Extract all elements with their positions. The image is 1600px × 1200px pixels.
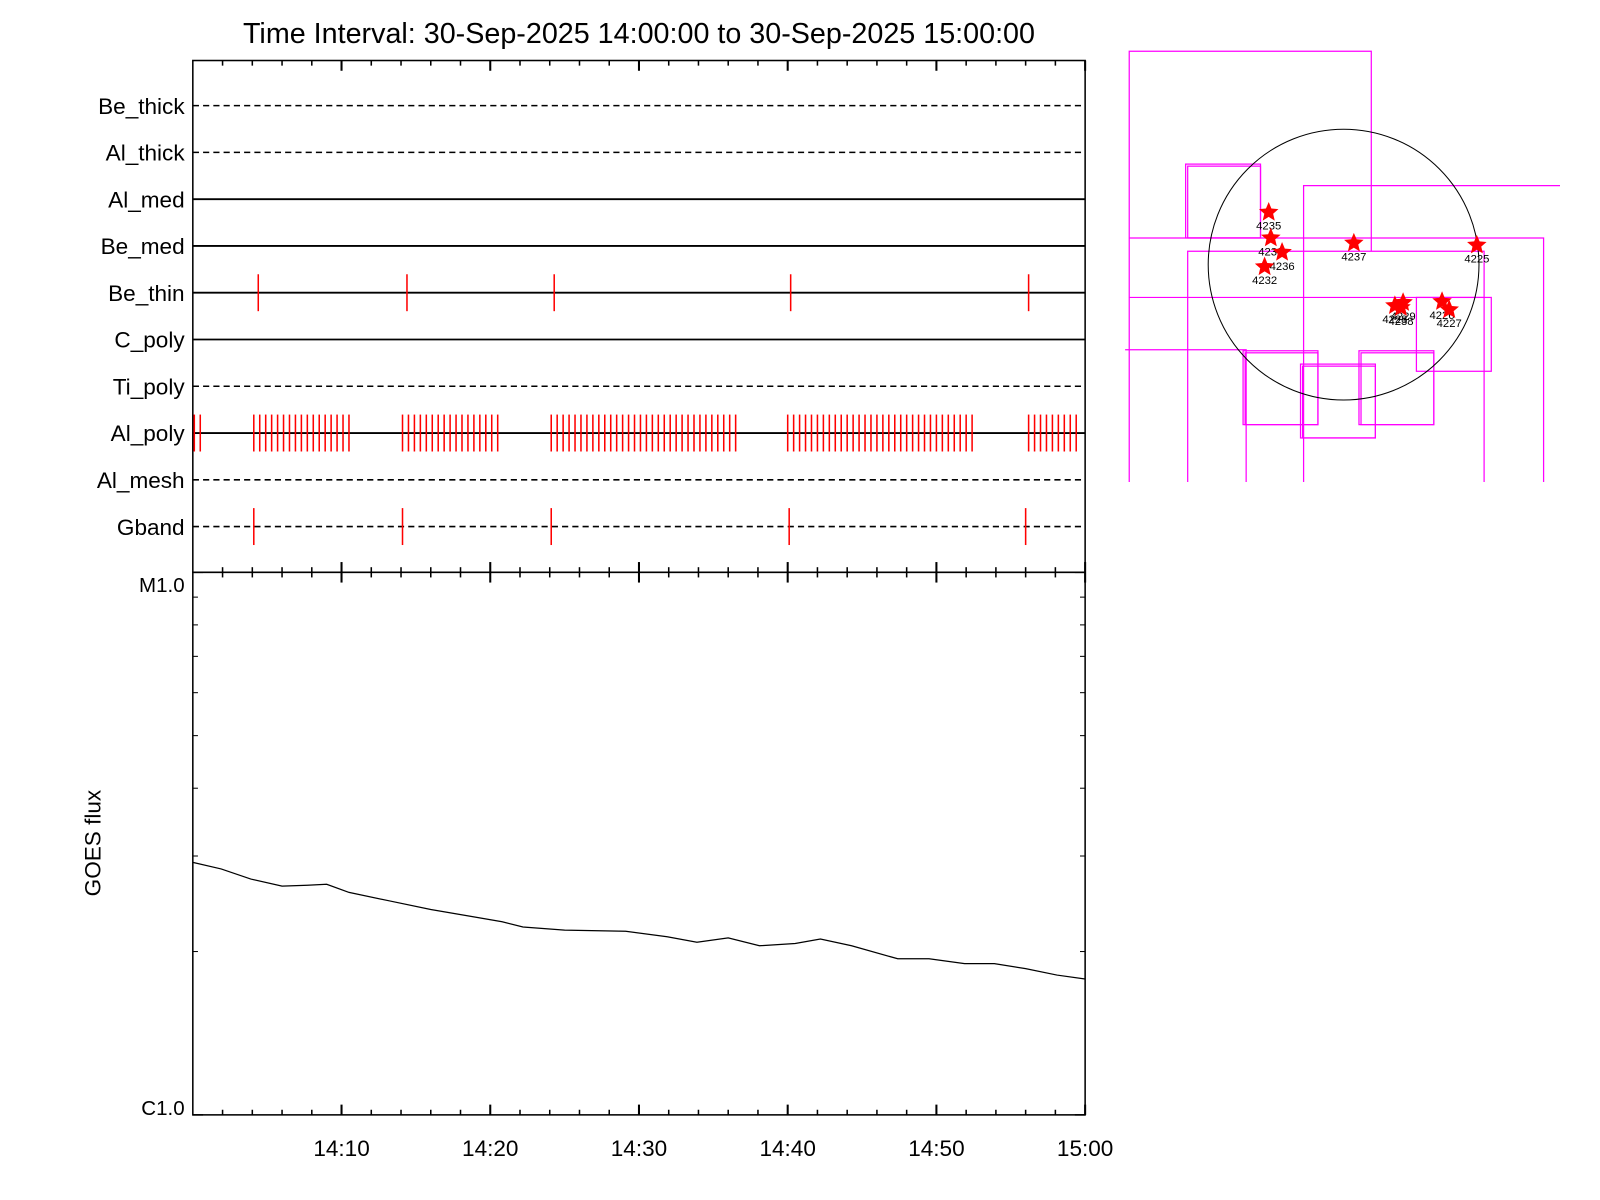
region-star (1254, 256, 1275, 276)
region-label: 4236 (1270, 261, 1295, 273)
region-label: 4237 (1341, 251, 1366, 263)
x-tick-label: 15:00 (1057, 1136, 1113, 1161)
row-label: Al_thick (106, 141, 186, 166)
fov-box (1242, 350, 1319, 426)
fov-box (1129, 237, 1545, 483)
region-label: 4232 (1252, 275, 1277, 287)
row-label: Al_poly (111, 421, 186, 446)
row-label: C_poly (114, 328, 185, 353)
fov-box (1415, 296, 1492, 372)
fov-box (1360, 352, 1435, 426)
row-label: Be_med (101, 234, 185, 259)
fov-box (1187, 250, 1485, 483)
region-label: 4227 (1437, 318, 1462, 330)
region-star (1467, 234, 1487, 254)
solar-limb (1207, 128, 1480, 401)
row-label: Al_mesh (97, 468, 185, 493)
region-star (1261, 227, 1281, 247)
row-label: Gband (117, 515, 185, 540)
region-star (1272, 242, 1292, 261)
x-tick-label: 14:50 (908, 1136, 964, 1161)
fov-box (1299, 363, 1376, 439)
region-label: 4235 (1256, 221, 1281, 233)
x-tick-label: 14:10 (313, 1136, 369, 1161)
region-label: 4225 (1464, 254, 1489, 266)
y-tick-label: C1.0 (141, 1097, 184, 1120)
flux-frame (192, 571, 1086, 1116)
fov-box (1128, 50, 1372, 483)
fov-box (1358, 350, 1435, 426)
row-label: Be_thick (98, 94, 185, 119)
y-axis-title: GOES flux (81, 789, 106, 896)
fov-box (1302, 185, 1560, 483)
region-star (1344, 232, 1364, 252)
fov-box (1187, 165, 1262, 239)
row-label: Al_med (108, 187, 184, 212)
flux-line (192, 861, 1086, 980)
region-star (1439, 299, 1459, 319)
chart-title: Time Interval: 30-Sep-2025 14:00:00 to 3… (243, 18, 1035, 50)
y-tick-label: M1.0 (139, 574, 185, 597)
fov-boxes (1125, 50, 1560, 483)
fov-box (1244, 352, 1319, 426)
x-tick-label: 14:20 (462, 1136, 518, 1161)
region-label: 4238 (1388, 316, 1413, 328)
region-star (1391, 297, 1411, 316)
row-label: Be_thin (108, 281, 184, 306)
fov-box (1185, 163, 1262, 239)
region-star (1258, 202, 1279, 221)
x-tick-label: 14:40 (759, 1136, 815, 1161)
fov-box (1125, 349, 1247, 483)
fov-box (1301, 365, 1376, 439)
x-tick-label: 14:30 (611, 1136, 667, 1161)
timeline-frame (192, 59, 1086, 574)
region-label: 4228 (1382, 314, 1407, 326)
row-label: Ti_poly (113, 374, 186, 399)
